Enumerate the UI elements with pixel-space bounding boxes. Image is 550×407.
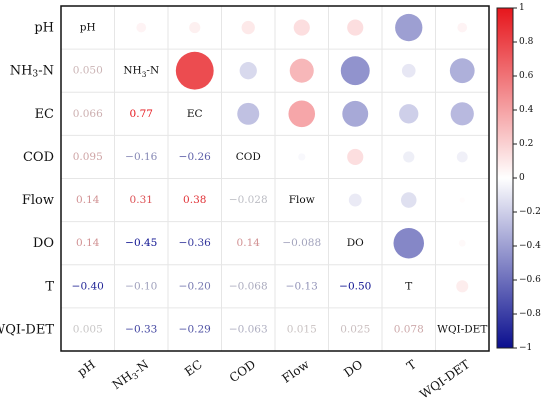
correlation-circle	[457, 22, 468, 33]
correlation-circle	[347, 148, 364, 166]
matrix-grid	[60, 5, 490, 352]
correlation-value: 0.095	[73, 151, 103, 163]
correlation-value: 0.14	[237, 237, 261, 249]
colorbar-tick-label: −0.8	[519, 309, 541, 319]
correlation-circle	[456, 280, 469, 293]
correlation-circle	[239, 62, 257, 80]
colorbar: 1 0.8 0.6 0.4 0.2 0 −0.2 −0.4 −0.6 −0.8 −1	[496, 3, 541, 353]
correlation-circle	[400, 192, 417, 208]
colorbar-tick-label: 0	[519, 173, 525, 183]
x-axis-label: pH	[75, 357, 98, 379]
correlation-circles	[136, 13, 475, 293]
correlation-value: 0.025	[340, 323, 370, 335]
correlation-circle	[458, 239, 466, 247]
correlation-circle	[401, 63, 416, 78]
cell-labels: pH NH3-N EC COD Flow DO T WQI-DET 0.050 0.066 0.77…	[72, 22, 488, 336]
correlation-circle	[340, 56, 370, 86]
correlation-value: 0.050	[73, 65, 103, 77]
colorbar-tick-label: 1	[519, 3, 525, 13]
correlation-value: −0.33	[125, 323, 157, 335]
correlation-circle	[298, 153, 306, 161]
colorbar-tick-label: −0.2	[519, 207, 541, 217]
diagonal-label: WQI-DET	[437, 323, 487, 335]
correlation-value: −0.16	[125, 151, 157, 163]
correlation-circle	[288, 100, 316, 128]
y-axis-label: EC	[35, 106, 54, 121]
correlation-circle	[403, 151, 415, 163]
correlation-value: 0.14	[76, 237, 100, 249]
correlation-value: −0.45	[125, 237, 157, 249]
correlation-circle	[348, 193, 362, 207]
diagonal-label: Flow	[289, 194, 315, 206]
correlation-circle	[399, 104, 419, 124]
correlation-circle	[395, 13, 423, 42]
correlation-value: 0.066	[73, 108, 103, 120]
colorbar-tick-label: 0.2	[519, 139, 533, 149]
correlation-value: −0.26	[179, 151, 211, 163]
correlation-value: −0.20	[179, 280, 211, 292]
colorbar-tick-label: 0.6	[519, 71, 534, 81]
y-axis-label: T	[45, 279, 54, 294]
y-axis-label: DO	[33, 236, 54, 251]
colorbar-tick-label: 0.8	[519, 37, 534, 47]
correlation-value: −0.29	[179, 323, 211, 335]
diagonal-label: pH	[80, 22, 96, 34]
colorbar-tick-label: −0.6	[519, 275, 541, 285]
x-axis-label: COD	[227, 357, 258, 385]
correlation-circle	[347, 19, 364, 36]
correlation-circle	[237, 102, 260, 125]
y-axis-label: pH	[34, 20, 54, 35]
correlation-value: 0.31	[130, 194, 153, 206]
x-axis-label: DO	[341, 357, 365, 380]
colorbar-tick-label: 0.4	[519, 105, 534, 115]
correlation-circle	[175, 51, 214, 90]
correlation-value: −0.50	[339, 280, 371, 292]
diagonal-label: COD	[236, 151, 261, 163]
diagonal-label: DO	[347, 237, 364, 249]
correlation-value: 0.77	[130, 108, 153, 120]
x-axis-label: EC	[182, 357, 205, 379]
x-axis-label: NH3-N	[110, 357, 152, 393]
colorbar-gradient	[496, 7, 514, 349]
correlation-value: 0.078	[394, 323, 424, 335]
axis-labels: pHNH3-NECCODFlowDOTWQI-DETpHNH3-NECCODFl…	[0, 20, 472, 402]
x-axis-label: WQI-DET	[417, 357, 472, 401]
y-axis-label: WQI-DET	[0, 322, 54, 337]
correlation-value: −0.068	[229, 280, 268, 292]
correlation-circle	[289, 58, 314, 83]
correlation-circle	[393, 227, 424, 259]
correlation-value: −0.36	[179, 237, 211, 249]
diagonal-label: T	[405, 280, 412, 292]
diagonal-label: EC	[187, 108, 203, 120]
x-axis-label: T	[404, 357, 419, 373]
y-axis-label: NH3-N	[10, 63, 54, 79]
plot-frame	[60, 5, 490, 352]
correlation-circle	[241, 20, 255, 35]
y-axis-label: COD	[23, 149, 54, 164]
correlation-circle	[459, 197, 465, 203]
correlation-circle	[293, 19, 310, 36]
correlation-circle	[189, 22, 201, 34]
y-axis-label: Flow	[22, 193, 54, 208]
correlation-value: −0.063	[229, 323, 268, 335]
colorbar-tick-label: −1	[519, 343, 532, 353]
correlation-value: −0.028	[229, 194, 268, 206]
correlation-value: −0.088	[282, 237, 321, 249]
correlation-circle	[342, 100, 369, 127]
diagonal-label: NH3-N	[123, 65, 159, 79]
correlation-value: 0.015	[287, 323, 317, 335]
correlation-value: −0.40	[72, 280, 104, 292]
correlation-value: −0.13	[286, 280, 318, 292]
correlation-circle	[456, 151, 468, 163]
correlation-value: −0.10	[125, 280, 157, 292]
colorbar-tick-label: −0.4	[519, 241, 541, 251]
correlation-value: 0.005	[73, 323, 103, 335]
correlation-circle	[449, 58, 475, 84]
correlation-value: 0.38	[183, 194, 206, 206]
correlation-value: 0.14	[76, 194, 100, 206]
correlation-circle	[450, 102, 474, 126]
correlation-circle	[136, 22, 147, 33]
x-axis-label: Flow	[279, 357, 312, 386]
